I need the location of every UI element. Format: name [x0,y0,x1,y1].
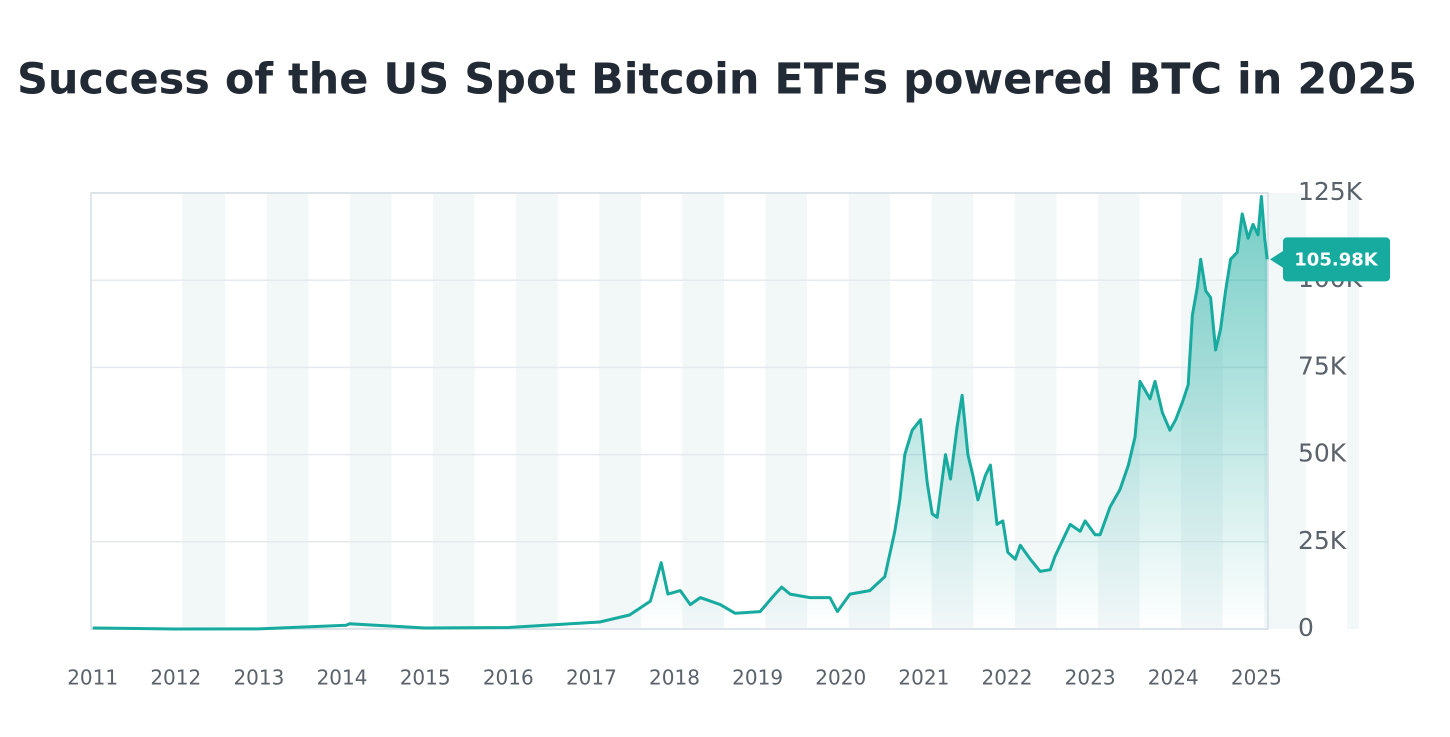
year-band [182,193,226,629]
badge-pointer [1270,250,1284,269]
year-band [848,193,891,629]
x-tick-label: 2018 [649,666,700,690]
x-tick-label: 2023 [1065,666,1116,690]
x-tick-label: 2024 [1148,666,1199,690]
y-tick-label: 125K [1298,177,1363,206]
y-tick-label: 25K [1298,526,1347,555]
x-tick-label: 2012 [150,666,201,690]
current-price-badge: 105.98K [1270,237,1390,282]
x-tick-label: 2015 [400,666,451,690]
x-tick-label: 2021 [898,666,949,690]
x-tick-label: 2017 [566,666,617,690]
chart-title: Success of the US Spot Bitcoin ETFs powe… [17,55,1417,105]
y-tick-label: 75K [1298,351,1347,380]
badge-label: 105.98K [1294,249,1378,270]
x-tick-label: 2016 [483,666,534,690]
price-line [92,195,1269,631]
area-fill [92,196,1268,629]
year-band [599,193,641,629]
year-band [516,193,558,629]
x-tick-label: 2020 [815,666,866,690]
x-tick-label: 2013 [233,666,284,690]
y-tick-label: 0 [1298,613,1314,642]
y-tick-label: 50K [1298,439,1347,468]
x-tick-label: 2025 [1231,666,1282,690]
x-tick-label: 2014 [317,666,368,690]
year-band [266,193,309,629]
year-band [349,193,392,629]
x-tick-label: 2022 [982,666,1033,690]
x-tick-label: 2019 [732,666,783,690]
badge-box [1283,237,1390,282]
year-band [682,193,724,629]
x-tick-label: 2011 [67,666,118,690]
year-band [1347,193,1359,629]
year-band [765,193,808,629]
year-band [433,193,475,629]
